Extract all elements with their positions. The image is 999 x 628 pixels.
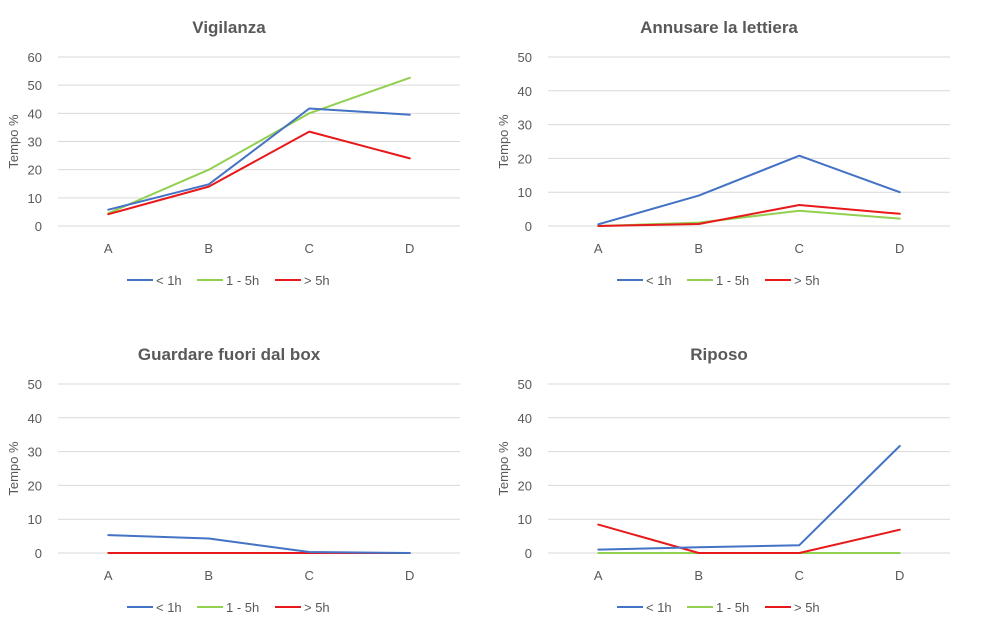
y-tick-label: 0: [35, 219, 42, 234]
y-tick-label: 10: [28, 191, 42, 206]
legend-label: > 5h: [794, 600, 820, 615]
series-line-3: [597, 523, 901, 554]
series-line-3: [597, 204, 901, 227]
y-tick-label: 20: [518, 151, 532, 166]
chart-title: Annusare la lettiera: [640, 18, 798, 37]
y-tick-label: 60: [28, 50, 42, 65]
y-tick-label: 50: [28, 78, 42, 93]
x-tick-label: C: [795, 241, 804, 256]
y-axis-label: Tempo %: [496, 114, 511, 169]
x-tick-label: B: [694, 241, 703, 256]
x-tick-label: D: [895, 241, 904, 256]
legend-label: < 1h: [646, 600, 672, 615]
legend-label: < 1h: [156, 273, 182, 288]
x-tick-label: B: [694, 568, 703, 583]
legend-label: 1 - 5h: [226, 600, 259, 615]
legend-label: < 1h: [646, 273, 672, 288]
chart-title: Riposo: [690, 345, 748, 364]
y-tick-label: 50: [28, 377, 42, 392]
x-tick-label: D: [895, 568, 904, 583]
x-tick-label: B: [204, 241, 213, 256]
legend-label: > 5h: [794, 273, 820, 288]
x-tick-label: C: [795, 568, 804, 583]
series-line-1: [107, 107, 411, 211]
x-tick-label: A: [594, 568, 603, 583]
y-tick-label: 10: [518, 185, 532, 200]
chart-title: Guardare fuori dal box: [138, 345, 321, 364]
y-tick-label: 30: [518, 118, 532, 133]
x-tick-label: A: [594, 241, 603, 256]
y-tick-label: 20: [28, 478, 42, 493]
y-tick-label: 40: [518, 84, 532, 99]
y-tick-label: 30: [28, 445, 42, 460]
x-tick-label: D: [405, 568, 414, 583]
legend-label: 1 - 5h: [716, 600, 749, 615]
chart-panel-2: Annusare la lettiera 0 10 20 30 40 50 Tempo % A B…: [496, 18, 950, 288]
chart-panel-4: Riposo 0 10 20 30 40 50 Tempo % A B C D < 1h 1 - 5h > …: [496, 345, 950, 615]
y-tick-label: 30: [518, 445, 532, 460]
x-tick-label: C: [305, 241, 314, 256]
y-tick-label: 0: [35, 546, 42, 561]
y-axis-label: Tempo %: [6, 441, 21, 496]
y-tick-label: 10: [518, 512, 532, 527]
y-axis-label: Tempo %: [6, 114, 21, 169]
x-tick-label: A: [104, 568, 113, 583]
series-line-3: [107, 130, 411, 216]
y-tick-label: 20: [28, 163, 42, 178]
y-tick-label: 20: [518, 478, 532, 493]
legend-label: < 1h: [156, 600, 182, 615]
y-tick-label: 40: [28, 106, 42, 121]
series-line-1: [597, 444, 901, 551]
legend-label: > 5h: [304, 273, 330, 288]
y-tick-label: 30: [28, 135, 42, 150]
series-line-2: [597, 209, 901, 227]
series-line-2: [107, 76, 411, 215]
x-tick-label: B: [204, 568, 213, 583]
y-tick-label: 40: [28, 411, 42, 426]
x-tick-label: D: [405, 241, 414, 256]
y-axis-label: Tempo %: [496, 441, 511, 496]
legend-label: 1 - 5h: [716, 273, 749, 288]
chart-title: Vigilanza: [192, 18, 266, 37]
y-tick-label: 40: [518, 411, 532, 426]
y-tick-label: 10: [28, 512, 42, 527]
series-line-1: [597, 154, 901, 226]
x-tick-label: C: [305, 568, 314, 583]
legend-label: 1 - 5h: [226, 273, 259, 288]
y-tick-label: 0: [525, 546, 532, 561]
series-line-1: [107, 534, 411, 554]
y-tick-label: 0: [525, 219, 532, 234]
legend-label: > 5h: [304, 600, 330, 615]
y-tick-label: 50: [518, 50, 532, 65]
x-tick-label: A: [104, 241, 113, 256]
chart-panel-3: Guardare fuori dal box 0 10 20 30 40 50 Tempo %…: [6, 345, 460, 615]
chart-panel-1: Vigilanza 0 10 20 30 40 50 60 Tempo % A B C D < 1h 1 -…: [6, 18, 460, 288]
y-tick-label: 50: [518, 377, 532, 392]
